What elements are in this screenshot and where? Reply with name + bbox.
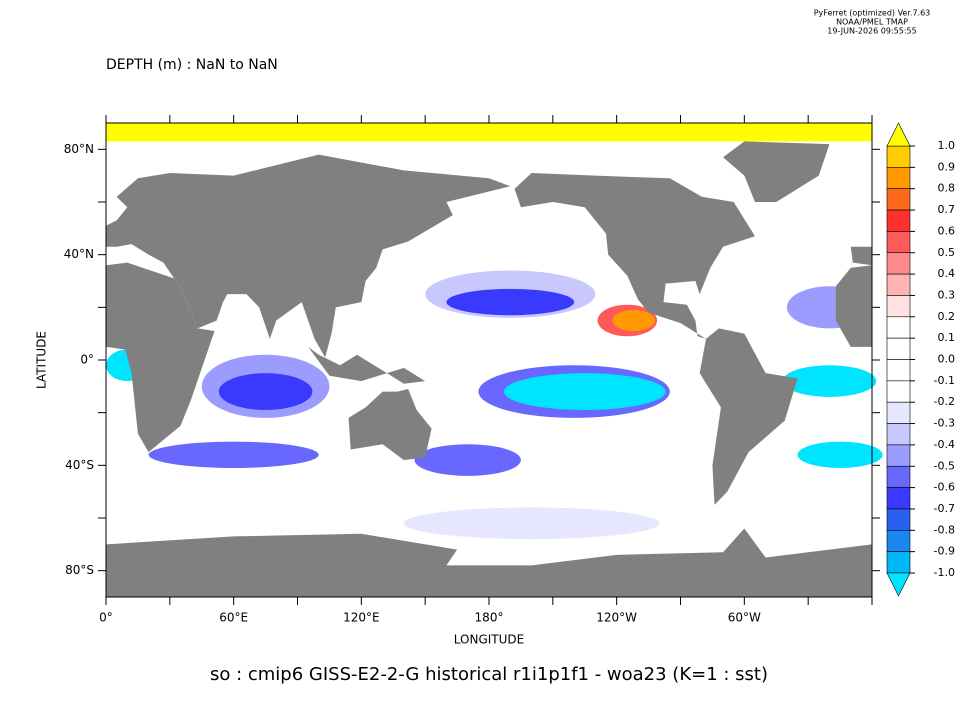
x-axis-label: LONGITUDE xyxy=(454,633,524,647)
colorbar-swatch xyxy=(886,529,911,552)
colorbar-label: -0.3 xyxy=(934,417,955,430)
y-tick-label: 40°N xyxy=(64,247,94,261)
anomaly-region xyxy=(218,373,313,411)
anomaly-region xyxy=(612,309,655,332)
colorbar-label: 0.0 xyxy=(938,353,956,366)
colorbar-swatch xyxy=(886,145,911,168)
land xyxy=(308,346,426,384)
colorbar-swatch xyxy=(886,487,911,510)
colorbar-label: 0.2 xyxy=(938,310,956,323)
colorbar-swatch xyxy=(886,188,911,211)
land xyxy=(835,265,872,347)
y-tick-label: 80°N xyxy=(64,142,94,156)
colorbar-swatch xyxy=(886,295,911,318)
colorbar-swatch xyxy=(886,167,911,190)
anomaly-region xyxy=(414,444,521,476)
anomaly-region xyxy=(503,373,666,411)
land xyxy=(106,262,215,453)
land xyxy=(106,528,872,597)
anomaly-region xyxy=(446,288,575,316)
colorbar-label: -0.9 xyxy=(934,545,955,558)
x-tick-label: 120°E xyxy=(343,611,380,625)
colorbar-label: 0.6 xyxy=(938,224,956,237)
land xyxy=(699,328,798,505)
header-line: 19-JUN-2026 09:55:55 xyxy=(827,27,916,36)
colorbar-over xyxy=(886,122,911,147)
colorbar-label: 0.8 xyxy=(938,182,956,195)
y-axis-label: LATITUDE xyxy=(35,331,49,389)
colorbar-swatch xyxy=(886,401,911,424)
colorbar-swatch xyxy=(886,359,911,382)
colorbar-swatch xyxy=(886,508,911,531)
colorbar-swatch xyxy=(886,444,911,467)
colorbar-label: 0.9 xyxy=(938,160,956,173)
colorbar-label: -1.0 xyxy=(934,566,955,579)
y-tick-label: 40°S xyxy=(65,458,94,472)
chart-title: DEPTH (m) : NaN to NaN xyxy=(106,57,278,73)
colorbar-label: 1.0 xyxy=(938,139,956,152)
anomaly-region xyxy=(403,507,660,540)
colorbar-label: -0.5 xyxy=(934,459,955,472)
x-tick-label: 60°W xyxy=(728,611,761,625)
colorbar-label: -0.1 xyxy=(934,374,955,387)
header-line: PyFerret (optimized) Ver.7.63 xyxy=(814,9,931,18)
colorbar-label: 0.4 xyxy=(938,267,956,280)
anomaly-region xyxy=(782,365,877,397)
land xyxy=(348,388,432,461)
land xyxy=(514,173,755,339)
x-tick-label: 180° xyxy=(475,611,504,625)
subtitle: so : cmip6 GISS-E2-2-G historical r1i1p1… xyxy=(210,664,768,685)
colorbar: 1.0 0.9 0.8 0.7 0.6 0.5 0.4 0.3 0.2 0.1 0.0 -0.1 -0.… xyxy=(886,122,956,597)
colorbar-swatch xyxy=(886,316,911,339)
colorbar-label: -0.7 xyxy=(934,502,955,515)
colorbar-label: -0.2 xyxy=(934,395,955,408)
colorbar-swatch xyxy=(886,273,911,296)
land xyxy=(106,154,511,358)
y-tick-label: 80°S xyxy=(65,563,94,577)
colorbar-swatch xyxy=(886,231,911,254)
colorbar-under xyxy=(886,572,911,597)
land xyxy=(723,141,830,202)
header-line: NOAA/PMEL TMAP xyxy=(836,18,908,27)
colorbar-label: -0.4 xyxy=(934,438,955,451)
axes: 0° 60°E 120°E 180° 120°W 60°W 80°S 40°S 0° 40°N 80… xyxy=(64,115,880,625)
anomaly-region xyxy=(148,441,319,468)
colorbar-label: 0.5 xyxy=(938,246,956,259)
colorbar-swatch xyxy=(886,423,911,446)
colorbar-label: 0.7 xyxy=(938,203,956,216)
colorbar-swatch xyxy=(886,551,911,574)
colorbar-swatch xyxy=(886,252,911,275)
colorbar-label: -0.8 xyxy=(934,523,955,536)
x-tick-label: 120°W xyxy=(596,611,637,625)
x-tick-label: 0° xyxy=(99,611,113,625)
arctic-band xyxy=(106,123,872,142)
colorbar-label: 0.3 xyxy=(938,288,956,301)
land xyxy=(850,246,872,266)
y-tick-label: 0° xyxy=(80,353,94,367)
colorbar-swatch xyxy=(886,380,911,403)
anomaly-region xyxy=(797,441,883,468)
colorbar-swatch xyxy=(886,465,911,488)
colorbar-swatch xyxy=(886,209,911,232)
map-area xyxy=(106,123,883,597)
colorbar-label: -0.6 xyxy=(934,481,955,494)
x-tick-label: 60°E xyxy=(219,611,248,625)
colorbar-swatch xyxy=(886,337,911,360)
colorbar-label: 0.1 xyxy=(938,331,956,344)
